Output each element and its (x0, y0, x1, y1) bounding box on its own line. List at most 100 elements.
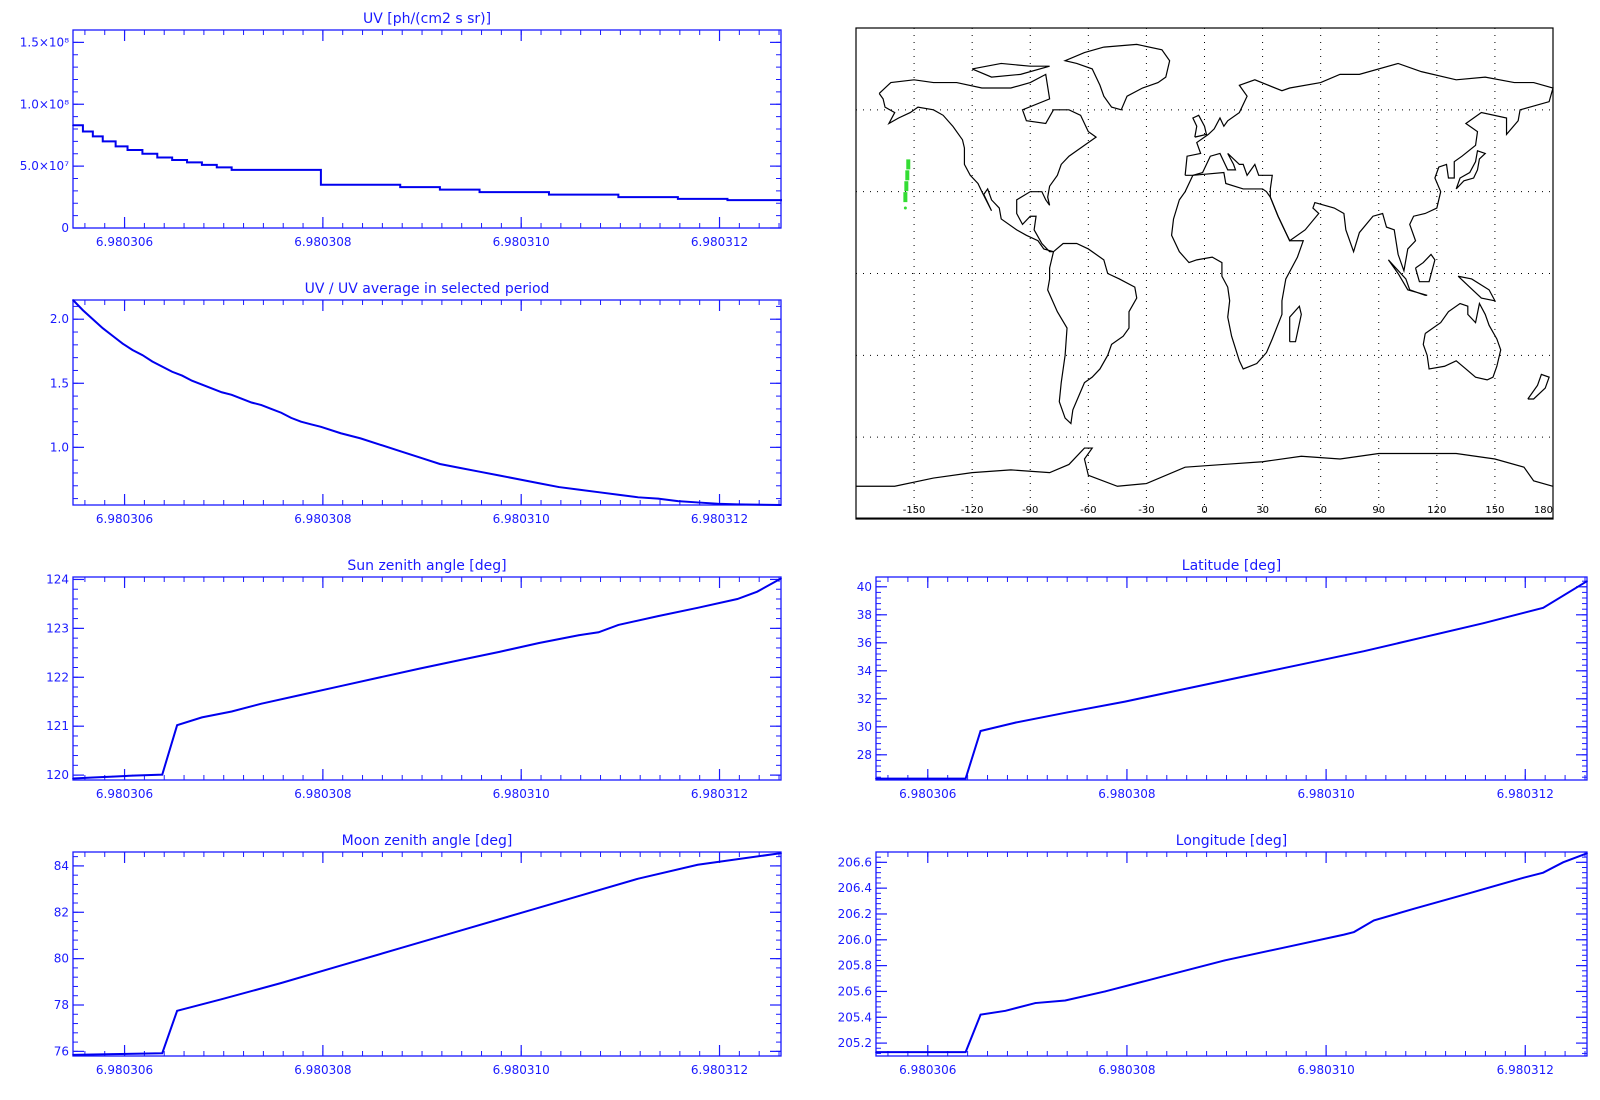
data-point (419, 667, 421, 670)
north-america-coast (878, 73, 1098, 253)
y-tick-label: 1.0×10⁸ (20, 97, 69, 111)
chart-panel-uv_ratio: UV / UV average in selected period 6.9803… (50, 281, 782, 526)
y-tick-label: 1.5×10⁸ (20, 35, 69, 49)
data-point (637, 877, 640, 880)
data-point (538, 482, 540, 485)
series-line (876, 580, 1588, 780)
world-map: -150 -120 -90 -60 -30 0 30 60 90 120 150 180 (855, 27, 1554, 520)
data-point (230, 710, 233, 713)
x-tick-label: 6.980306 (96, 512, 153, 526)
data-point (320, 426, 322, 428)
data-point (1586, 580, 1588, 582)
chart-panel-longitude: Longitude [deg] 6.980306 6.980308 6.980310 6… (838, 833, 1588, 1077)
data-point (736, 503, 739, 506)
data-point (657, 615, 659, 617)
series-line (72, 852, 782, 1056)
x-tick-label: 6.980310 (1297, 787, 1354, 801)
data-point (280, 411, 283, 414)
data-point (736, 598, 739, 600)
data-point (82, 309, 84, 312)
data-point (1586, 852, 1588, 855)
x-tick-label: 6.980310 (493, 235, 550, 249)
series-line (72, 577, 782, 780)
data-point (201, 716, 203, 719)
data-point (696, 501, 699, 504)
data-point (979, 730, 982, 732)
data-point (310, 423, 312, 426)
data-point (176, 724, 178, 727)
satellite-track-point (906, 159, 911, 170)
data-point (577, 895, 580, 897)
africa-coast (1170, 171, 1305, 370)
data-point (156, 156, 159, 159)
x-tick-label: 6.980306 (899, 1063, 956, 1077)
y-tick-label: 120 (46, 768, 69, 782)
new-zealand-coast (1527, 373, 1550, 400)
satellite-track-point (903, 206, 907, 210)
data-point (439, 188, 441, 191)
data-point (191, 379, 193, 382)
chart-title: UV [ph/(cm2 s sr)] (363, 11, 491, 27)
y-tick-label: 205.4 (838, 1010, 872, 1024)
data-point (114, 145, 117, 148)
map-x-tick-label: 150 (1485, 505, 1504, 516)
data-point (1014, 721, 1017, 724)
antarctica-coast (856, 447, 1554, 487)
data-point (339, 685, 342, 687)
data-point (716, 502, 719, 505)
x-tick-label: 6.980306 (96, 1063, 153, 1077)
arctic-islands-coast (971, 62, 1050, 78)
data-point (260, 702, 263, 705)
x-tick-label: 6.980306 (96, 787, 153, 801)
data-point (1104, 990, 1106, 993)
data-point (1064, 999, 1067, 1002)
map-x-tick-label: -90 (1022, 505, 1038, 516)
map-x-tick-label: 120 (1427, 505, 1446, 516)
data-point (176, 1009, 178, 1012)
y-tick-label: 28 (857, 748, 872, 762)
data-point (518, 478, 521, 481)
data-point (979, 1013, 982, 1016)
x-tick-label: 6.980310 (493, 512, 550, 526)
x-tick-label: 6.980312 (691, 235, 748, 249)
y-tick-label: 78 (54, 998, 69, 1012)
data-point (458, 467, 461, 469)
data-point (617, 493, 620, 496)
data-point (677, 198, 679, 200)
series-line (73, 124, 782, 202)
data-point (964, 777, 967, 780)
y-tick-label: 76 (54, 1044, 69, 1058)
data-point (780, 577, 782, 580)
data-point (230, 169, 233, 171)
data-point (677, 500, 679, 502)
data-point (92, 135, 94, 138)
madagascar-coast (1289, 304, 1302, 343)
data-point (1004, 1010, 1007, 1012)
data-point (141, 152, 144, 155)
x-tick-label: 6.980306 (96, 235, 153, 249)
data-point (101, 327, 104, 329)
x-tick-label: 6.980312 (691, 1063, 748, 1077)
map-x-tick-label: -120 (961, 505, 984, 516)
chart-title: Longitude [deg] (1176, 833, 1287, 849)
data-point (458, 659, 461, 661)
data-point (201, 164, 203, 166)
y-tick-label: 205.2 (838, 1036, 872, 1050)
map-x-tick-label: 180 (1534, 505, 1553, 516)
x-tick-label: 6.980312 (691, 787, 748, 801)
chart-title: UV / UV average in selected period (305, 281, 550, 297)
map-x-tick-label: 90 (1372, 505, 1385, 516)
data-point (320, 183, 322, 186)
y-tick-label: 32 (857, 692, 872, 706)
data-point (780, 199, 782, 202)
data-point (171, 159, 173, 161)
map-x-tick-label: 0 (1201, 505, 1207, 516)
data-point (1482, 622, 1485, 624)
data-point (82, 130, 84, 133)
data-point (161, 365, 164, 368)
data-point (1223, 959, 1226, 962)
data-point (280, 982, 283, 984)
data-point (1303, 663, 1305, 665)
chart-title: Latitude [deg] (1182, 558, 1281, 574)
